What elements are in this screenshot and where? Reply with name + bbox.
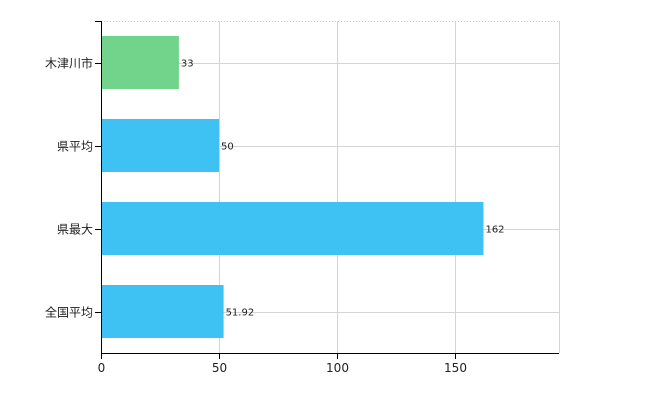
value-label: 33 <box>181 59 194 70</box>
x-tick-label: 0 <box>98 361 106 375</box>
value-label: 51.92 <box>226 308 255 319</box>
category-label: 全国平均 <box>45 305 93 320</box>
bar-3 <box>102 285 224 338</box>
category-label: 県平均 <box>57 140 93 154</box>
x-tick-label: 100 <box>326 361 349 375</box>
category-label: 木津川市 <box>45 56 93 71</box>
grid-lines <box>101 21 560 353</box>
bars <box>102 36 484 338</box>
axes <box>95 21 559 359</box>
category-label: 県最大 <box>57 223 93 237</box>
bar-2 <box>102 202 484 255</box>
bar-0 <box>102 36 179 89</box>
value-label: 50 <box>221 142 234 153</box>
x-tick-label: 50 <box>212 361 227 375</box>
bar-1 <box>102 119 220 172</box>
value-label: 162 <box>485 225 504 236</box>
x-tick-label: 150 <box>444 361 467 375</box>
